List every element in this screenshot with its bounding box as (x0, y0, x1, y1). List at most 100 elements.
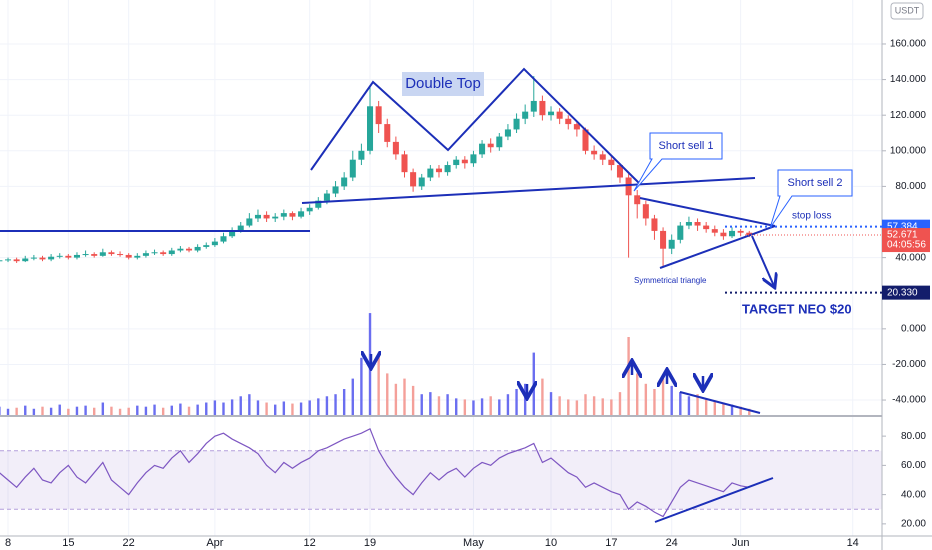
candle-body (323, 193, 330, 201)
volume-bar (187, 406, 191, 415)
candle-body (479, 143, 486, 155)
y-tick-label: 40.000 (895, 252, 926, 263)
candle-body (358, 150, 365, 160)
candle-body (56, 255, 63, 257)
candle-body (30, 257, 37, 259)
volume-bar (515, 389, 518, 415)
volume-bar (386, 373, 389, 415)
candle-body (229, 230, 236, 237)
candle-body (263, 214, 270, 219)
volume-bar (93, 407, 96, 415)
candle-body (599, 154, 606, 160)
annotation-box (402, 72, 484, 96)
volume-bar (463, 399, 467, 415)
volume-trendline (679, 391, 761, 414)
candle-body (99, 252, 106, 256)
candle-body (39, 257, 46, 260)
volume-bar (179, 403, 182, 415)
candle-body (410, 172, 417, 187)
volume-bar (575, 400, 579, 415)
candle-body (306, 207, 313, 212)
volume-bar (480, 398, 484, 415)
volume-bar (351, 378, 354, 415)
volume-bar (274, 404, 277, 415)
candle-body (435, 168, 442, 173)
volume-bar (636, 373, 639, 415)
annotation: Short sell 1 (658, 140, 713, 152)
x-tick-label: 8 (5, 537, 11, 549)
volume-bar (325, 396, 329, 415)
volume-bar (170, 405, 173, 415)
candle-body (729, 230, 736, 237)
x-tick-label: 12 (304, 537, 316, 549)
x-tick-label: Apr (206, 537, 223, 549)
candle-body (444, 165, 451, 173)
volume-bar (282, 401, 286, 415)
candle-body (177, 248, 184, 251)
volume-bar (153, 404, 156, 415)
candle-body (211, 241, 218, 246)
candle-body (298, 211, 305, 217)
marks (0, 76, 753, 415)
volume-bar (308, 400, 311, 415)
candle-body (272, 216, 279, 219)
candle-body (237, 225, 244, 231)
candle-body (13, 259, 20, 262)
volume-bar (472, 400, 475, 415)
candle-body (22, 258, 29, 262)
volume-bar (75, 406, 79, 415)
annotation: Short sell 2 (787, 177, 842, 189)
candle-body (496, 136, 503, 148)
candle-body (746, 232, 753, 236)
volume-bar (0, 406, 1, 415)
candle-body (142, 253, 149, 256)
volume-bar (127, 407, 130, 415)
axis: 8 15 22 Apr 12 19 May 10 17 24 Jun 14 160.000 140.000… (5, 39, 930, 549)
candle-body (73, 254, 80, 258)
volume-bar (420, 394, 423, 415)
candle-body (582, 129, 589, 151)
volume-bar (239, 396, 242, 415)
x-tick-label: May (463, 537, 484, 549)
candle-body (591, 150, 598, 155)
volume-bar (610, 399, 613, 415)
annotation: Symmetrical triangle (634, 276, 707, 285)
volume-bar (618, 392, 622, 415)
x-tick-label: 14 (847, 537, 859, 549)
candle-body (108, 252, 115, 255)
candle-body (642, 204, 649, 219)
candle-body (384, 124, 391, 142)
volume-bar (627, 337, 630, 415)
price-label: 57.384 (887, 221, 918, 232)
x-tick-label: 19 (364, 537, 376, 549)
annotation: TARGET NEO $20 (742, 301, 852, 316)
volume-bar (24, 405, 27, 415)
currency-box (890, 2, 924, 20)
price-label-box (882, 285, 930, 300)
candle-body (513, 118, 520, 130)
volume-bar (704, 399, 708, 415)
drawings (0, 67, 775, 523)
volume-bar (679, 392, 682, 415)
price-label: 20.330 (887, 287, 918, 298)
candle-body (573, 124, 580, 130)
candle-body (625, 177, 632, 196)
x-tick-label: 17 (605, 537, 617, 549)
candle-body (685, 222, 692, 226)
volume-bar (32, 408, 36, 415)
candle-body (194, 246, 201, 251)
candle-body (91, 254, 98, 256)
candle-body (332, 186, 339, 194)
volume-bar (661, 378, 665, 415)
rsi-band (0, 450, 882, 510)
candle-body (160, 252, 167, 255)
candle-body (651, 218, 658, 231)
candle-body (616, 165, 623, 178)
candle-body (539, 100, 546, 116)
candle-body (392, 141, 399, 155)
candle-body (427, 168, 434, 178)
volume-bar (567, 399, 570, 415)
candle-body (220, 236, 227, 242)
rsi-tick-label: 80.00 (901, 431, 926, 442)
candle-body (289, 213, 296, 217)
